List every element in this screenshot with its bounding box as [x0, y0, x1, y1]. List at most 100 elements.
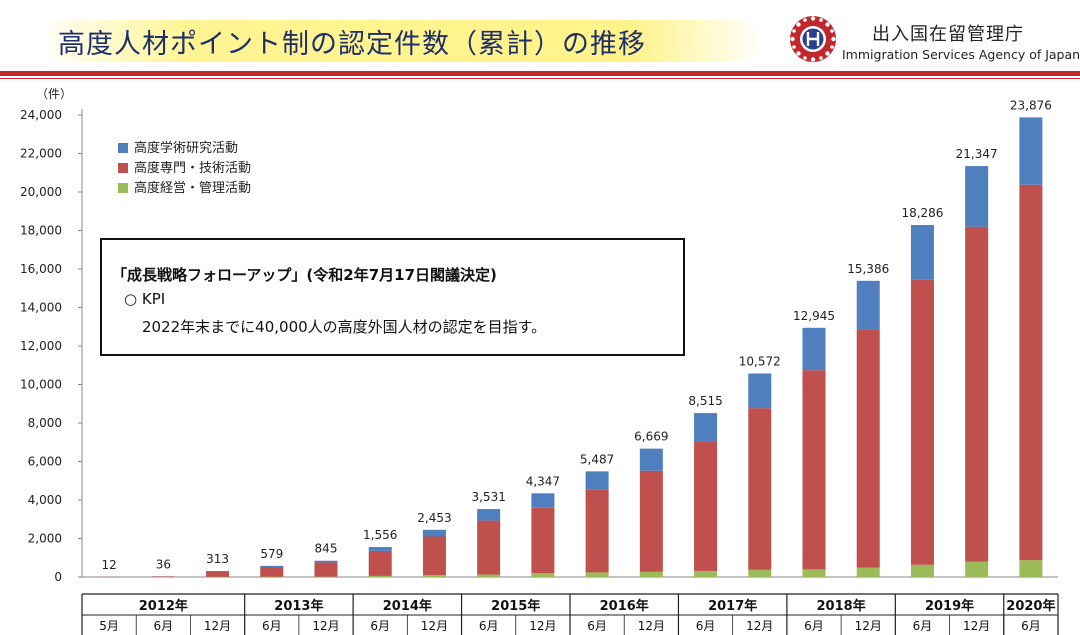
- bar-segment-academic: [748, 373, 772, 409]
- bar-segment-business: [748, 569, 772, 577]
- bar-segment-professional: [748, 408, 772, 570]
- bar-segment-academic: [260, 565, 284, 568]
- table-month-label: 6月: [1021, 619, 1041, 633]
- table-year-label: 2014年: [383, 598, 432, 614]
- y-tick-label: 20,000: [20, 185, 62, 199]
- bar-total-label: 4,347: [526, 474, 560, 488]
- bar-segment-professional: [260, 567, 284, 577]
- bar-segment-academic: [206, 570, 230, 572]
- kpi-heading: 「成長戦略フォローアップ」(令和2年7月17日閣議決定): [112, 266, 497, 284]
- table-month-label: 6月: [370, 619, 390, 633]
- bar-segment-academic: [368, 547, 392, 551]
- bar-total-label: 12,945: [793, 309, 835, 323]
- bar-segment-business: [639, 571, 663, 577]
- legend-label-professional: 高度専門・技術活動: [134, 161, 252, 176]
- table-year-label: 2019年: [925, 598, 974, 614]
- bar-total-label: 15,386: [847, 262, 889, 276]
- labels-layer: 12 36 313 579 845 1,556 2,453 3,531 4,347 5,487 6,…: [101, 98, 1051, 571]
- bar-segment-academic: [965, 166, 989, 227]
- table-year-label: 2015年: [491, 598, 540, 614]
- kpi-label: ○ KPI: [124, 290, 166, 308]
- bar-total-label: 18,286: [901, 206, 943, 220]
- y-tick-label: 4,000: [28, 493, 62, 507]
- bar-segment-academic: [314, 560, 338, 563]
- title-highlight-band: [48, 20, 758, 62]
- y-axis-unit-label: （件）: [36, 87, 72, 101]
- bar-total-label: 21,347: [956, 147, 998, 161]
- y-tick-label: 24,000: [20, 108, 62, 122]
- bar-total-label: 23,876: [1010, 98, 1052, 112]
- emblem-mark: [806, 32, 820, 46]
- header-divider-thin: [0, 78, 1080, 79]
- category-table: 2012年 2013年 2014年 2015年 2016年 2017年 2018年 2019年…: [81, 593, 1059, 635]
- header-divider-thick: [0, 71, 1080, 76]
- bar-total-label: 36: [156, 557, 171, 571]
- agency-emblem-icon: [790, 16, 836, 62]
- bar-total-label: 313: [206, 552, 229, 566]
- bar-segment-academic: [422, 529, 446, 537]
- y-tick-label: 8,000: [28, 416, 62, 430]
- bar-segment-business: [368, 575, 392, 577]
- table-year-label: 2016年: [600, 598, 649, 614]
- table-year-label: 2020年: [1006, 598, 1055, 614]
- bar-segment-professional: [151, 576, 175, 577]
- bar-segment-business: [965, 561, 989, 577]
- y-tick-label: 14,000: [20, 301, 62, 315]
- table-month-label: 12月: [204, 619, 231, 633]
- header: 高度人材ポイント制の認定件数（累計）の推移 出入国在留管理庁 Immigrati…: [0, 0, 1080, 80]
- bar-segment-academic: [1019, 117, 1043, 185]
- bar-segment-professional: [910, 279, 934, 565]
- y-tick-label: 18,000: [20, 224, 62, 238]
- table-month-label: 6月: [262, 619, 282, 633]
- bar-segment-professional: [694, 441, 718, 571]
- y-tick-label: 16,000: [20, 262, 62, 276]
- bar-total-label: 10,572: [739, 354, 781, 368]
- legend-swatch-business: [118, 183, 128, 193]
- bar-segment-professional: [965, 226, 989, 562]
- table-month-label: 6月: [804, 619, 824, 633]
- bar-total-label: 6,669: [634, 430, 668, 444]
- bar-segment-academic: [694, 413, 718, 442]
- kpi-callout-box: 「成長戦略フォローアップ」(令和2年7月17日閣議決定) ○ KPI 2022年…: [100, 238, 685, 356]
- stacked-bar-chart: （件） 0 2,000 4,000 6,000 8,000 10,000 12,000 14,0…: [20, 87, 1059, 635]
- bar-segment-professional: [531, 507, 555, 574]
- bar-segment-business: [585, 572, 609, 577]
- bar-segment-academic: [802, 327, 826, 371]
- bar-total-label: 845: [315, 542, 338, 556]
- bar-segment-academic: [585, 471, 609, 490]
- table-month-label: 12月: [963, 619, 990, 633]
- bar-segment-academic: [910, 224, 934, 280]
- kpi-target-text: 2022年末までに40,000人の高度外国人材の認定を目指す。: [142, 318, 547, 336]
- table-month-label: 12月: [638, 619, 665, 633]
- bar-segment-business: [531, 573, 555, 577]
- legend-swatch-professional: [118, 163, 128, 173]
- bar-total-label: 8,515: [688, 394, 722, 408]
- table-year-label: 2017年: [708, 598, 757, 614]
- legend-label-academic: 高度学術研究活動: [134, 141, 239, 156]
- bar-segment-professional: [856, 329, 880, 568]
- y-tick-label: 6,000: [28, 455, 62, 469]
- table-month-label: 12月: [855, 619, 882, 633]
- bars-layer: [97, 117, 1043, 577]
- table-month-label: 6月: [696, 619, 716, 633]
- table-year-label: 2018年: [817, 598, 866, 614]
- legend-item-academic: 高度学術研究活動: [118, 137, 239, 156]
- bar-segment-academic: [639, 448, 663, 471]
- bar-segment-business: [910, 564, 934, 577]
- table-month-label: 6月: [479, 619, 499, 633]
- bar-segment-business: [856, 567, 880, 577]
- bar-segment-professional: [422, 536, 446, 576]
- bar-total-label: 3,531: [471, 490, 505, 504]
- y-tick-label: 22,000: [20, 147, 62, 161]
- table-year-label: 2013年: [274, 598, 323, 614]
- table-month-label: 6月: [154, 619, 174, 633]
- bar-segment-academic: [856, 280, 880, 330]
- bar-segment-business: [477, 574, 501, 577]
- table-month-label: 12月: [312, 619, 339, 633]
- table-month-label: 12月: [529, 619, 556, 633]
- axis-layer: （件） 0 2,000 4,000 6,000 8,000 10,000 12,000 14,0…: [20, 87, 1058, 584]
- y-tick-label: 10,000: [20, 378, 62, 392]
- legend-swatch-academic: [118, 143, 128, 153]
- bar-segment-professional: [802, 370, 826, 570]
- bar-segment-business: [1019, 560, 1043, 577]
